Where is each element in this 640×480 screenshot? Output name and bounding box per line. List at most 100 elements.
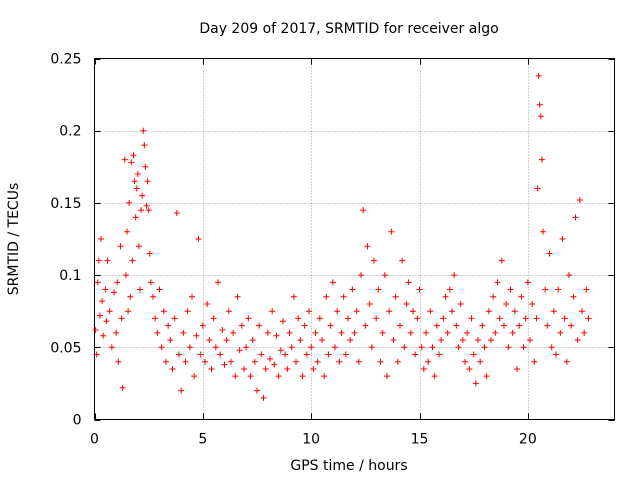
data-point (115, 358, 122, 365)
data-point (583, 286, 590, 293)
data-point (303, 351, 310, 358)
data-point (258, 351, 265, 358)
data-point (466, 365, 473, 372)
data-point (364, 243, 371, 250)
data-point (154, 329, 161, 336)
data-point (483, 373, 490, 380)
chart-title: Day 209 of 2017, SRMTID for receiver alg… (199, 21, 498, 37)
data-point (536, 101, 543, 108)
data-point (533, 315, 540, 322)
data-point (405, 279, 412, 286)
data-point (135, 243, 142, 250)
data-point (104, 257, 111, 264)
data-point (516, 322, 523, 329)
data-point (576, 197, 583, 204)
data-point (199, 322, 206, 329)
data-point (117, 243, 124, 250)
data-point (182, 358, 189, 365)
data-point (208, 365, 215, 372)
data-point (358, 272, 364, 279)
data-point (514, 365, 520, 372)
data-point (297, 337, 304, 344)
data-point (585, 315, 592, 322)
data-point (420, 365, 427, 372)
data-point (433, 322, 440, 329)
data-point (563, 358, 570, 365)
data-point (475, 337, 481, 344)
data-point (561, 315, 568, 322)
data-point (332, 344, 338, 351)
data-point (477, 358, 484, 365)
data-point (544, 322, 551, 329)
data-point (130, 152, 137, 159)
data-point (106, 308, 113, 315)
data-point (410, 308, 416, 315)
plot-frame (94, 58, 615, 420)
data-point (488, 337, 494, 344)
data-point (143, 202, 150, 209)
data-point (327, 322, 334, 329)
data-point (273, 332, 280, 339)
y-tick-label: 0.2 (59, 124, 81, 140)
data-point (325, 351, 332, 358)
data-point (228, 358, 234, 365)
data-point (133, 185, 140, 192)
data-point (310, 365, 317, 372)
data-point (128, 159, 135, 166)
data-point (498, 257, 505, 264)
data-point (366, 300, 373, 307)
data-point (371, 257, 377, 264)
data-point (438, 337, 445, 344)
data-point (427, 308, 434, 315)
y-tick-label: 0 (73, 413, 82, 429)
data-point (527, 337, 533, 344)
data-point (140, 127, 147, 134)
data-point (193, 332, 200, 339)
data-point (290, 293, 297, 300)
data-point (230, 329, 237, 336)
data-point (581, 329, 588, 336)
data-point (321, 373, 328, 380)
data-point (299, 373, 306, 380)
data-point (462, 358, 468, 365)
data-point (167, 337, 174, 344)
data-point (505, 344, 512, 351)
data-point (490, 293, 497, 300)
data-point (178, 387, 185, 394)
y-tick-labels: 0 0.05 0.1 0.15 0.2 0.25 (50, 52, 81, 429)
data-point (377, 358, 384, 365)
data-point (379, 329, 386, 336)
data-point (347, 337, 354, 344)
data-points (92, 72, 592, 401)
data-point (301, 322, 308, 329)
data-point (125, 308, 132, 315)
y-tick-label: 0.25 (50, 52, 81, 68)
data-point (442, 293, 449, 300)
data-point (156, 286, 163, 293)
x-tick-label: 15 (411, 432, 429, 448)
data-point (295, 315, 302, 322)
data-point (238, 322, 245, 329)
data-point (568, 322, 575, 329)
x-tick-labels: 0 5 10 15 20 (90, 432, 537, 448)
data-point (429, 344, 436, 351)
data-point (388, 228, 395, 235)
data-point (96, 312, 103, 319)
data-point (457, 300, 464, 307)
data-point (165, 322, 172, 329)
data-point (262, 365, 269, 372)
data-point (342, 351, 349, 358)
data-point (550, 308, 557, 315)
data-point (345, 315, 351, 322)
data-point (98, 236, 104, 242)
data-point (113, 329, 120, 336)
data-point (260, 394, 267, 401)
data-point (392, 293, 399, 300)
data-point (195, 236, 202, 242)
data-point (522, 315, 529, 322)
data-point (314, 358, 321, 365)
data-point (282, 351, 289, 358)
data-point (150, 293, 156, 300)
data-point (119, 384, 126, 391)
